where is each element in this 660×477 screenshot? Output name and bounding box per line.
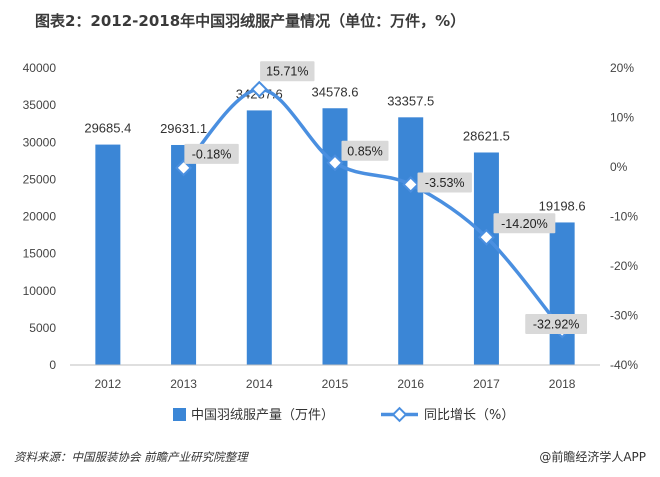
left-tick-label: 40000 (23, 61, 57, 75)
x-tick-label: 2017 (473, 377, 500, 391)
bar-labels: 29685.429631.134287.634578.633357.528621… (84, 84, 585, 213)
line-label-box (184, 143, 239, 164)
line-label-box (341, 140, 389, 161)
bar-value-label: 19198.6 (539, 198, 586, 213)
line-label-box (260, 61, 315, 82)
bar (171, 144, 197, 365)
left-tick-label: 20000 (23, 210, 57, 224)
x-tick-label: 2014 (246, 377, 273, 391)
x-axis: 2012 2013 2014 2015 2016 2017 2018 (70, 364, 600, 391)
left-tick-label: 0 (49, 358, 56, 372)
right-tick-label: -40% (610, 358, 638, 372)
line-label-box (417, 172, 472, 193)
line-value-label: 0.85% (347, 144, 382, 158)
bar (473, 152, 499, 365)
bar-series (95, 108, 575, 366)
line-value-label: -3.53% (425, 176, 465, 190)
right-tick-label: -20% (610, 259, 638, 273)
right-tick-label: -30% (610, 309, 638, 323)
line-series (175, 80, 571, 339)
left-axis: 0 5000 10000 15000 20000 25000 30000 35000 40000 (23, 61, 57, 372)
right-tick-label: 20% (610, 61, 634, 75)
legend: 中国羽绒服产量（万件） 同比增长（%） (173, 406, 514, 423)
x-tick-label: 2015 (322, 377, 349, 391)
line-point-marker (175, 159, 193, 177)
bar-value-label: 33357.5 (387, 93, 434, 108)
right-axis: -40% -30% -20% -10% 0% 10% 20% (610, 61, 638, 372)
x-tick-label: 2012 (95, 377, 122, 391)
bar (398, 117, 424, 366)
left-tick-label: 30000 (23, 135, 57, 149)
brand-label: @前瞻经济学人APP (539, 449, 646, 464)
line-point-marker (477, 228, 495, 246)
left-tick-label: 15000 (23, 247, 57, 261)
bar (95, 144, 121, 365)
x-tick-label: 2018 (549, 377, 576, 391)
left-tick-label: 5000 (29, 321, 56, 335)
legend-line-marker (391, 406, 408, 423)
bar-value-label: 29631.1 (160, 121, 207, 136)
bar (549, 222, 575, 365)
line-label-box (493, 213, 556, 234)
x-tick-label: 2013 (170, 377, 197, 391)
line-value-label: -0.18% (192, 147, 232, 161)
chart-title: 图表2：2012-2018年中国羽绒服产量情况（单位：万件，%） (35, 12, 465, 30)
left-tick-label: 25000 (23, 172, 57, 186)
line-value-label: -14.20% (501, 217, 548, 231)
right-tick-label: 10% (610, 111, 634, 125)
growth-line (181, 87, 564, 332)
line-label-box (525, 313, 588, 334)
line-point-marker (250, 80, 268, 98)
right-tick-label: 0% (610, 160, 628, 174)
x-tick-label: 2016 (397, 377, 424, 391)
legend-bar-swatch (173, 408, 186, 421)
line-point-marker (402, 175, 420, 193)
legend-line-label: 同比增长（%） (424, 408, 514, 423)
right-tick-label: -10% (610, 210, 638, 224)
line-labels: -0.18% 15.71% 0.85% -3.53% -14.20% -32.92% (184, 61, 588, 334)
left-tick-label: 35000 (23, 98, 57, 112)
line-value-label: 15.71% (266, 65, 308, 79)
bar (246, 110, 272, 365)
bar-value-label: 29685.4 (84, 121, 131, 136)
line-point-marker (326, 154, 344, 172)
source-note: 资料来源：中国服装协会 前瞻产业研究院整理 (14, 450, 249, 464)
bar-value-label: 28621.5 (463, 128, 510, 143)
legend-bar-label: 中国羽绒服产量（万件） (191, 408, 334, 423)
line-value-label: -32.92% (533, 317, 580, 331)
left-tick-label: 10000 (23, 284, 57, 298)
bar-value-label: 34578.6 (312, 84, 359, 99)
